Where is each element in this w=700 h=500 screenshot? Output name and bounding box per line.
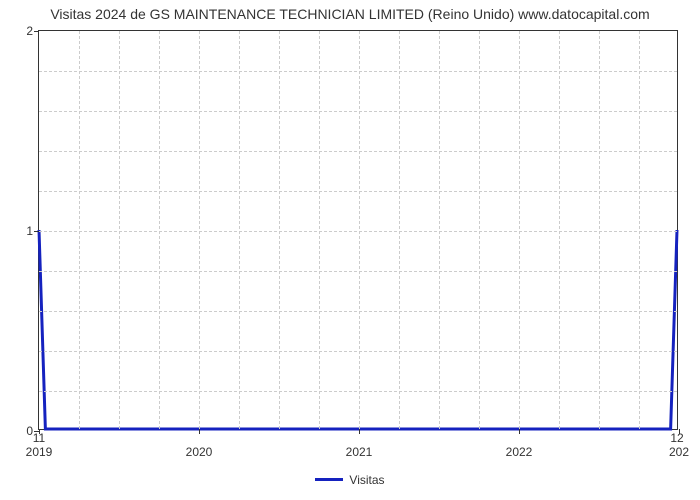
y-tick-label: 0 xyxy=(26,424,33,438)
series-line xyxy=(39,230,677,429)
v-gridline xyxy=(319,31,320,429)
x-tick-label: 2021 xyxy=(346,445,373,459)
y-tick-label: 1 xyxy=(26,224,33,238)
x-tick-mark xyxy=(39,429,40,434)
v-gridline xyxy=(359,31,360,429)
v-gridline xyxy=(479,31,480,429)
v-gridline xyxy=(279,31,280,429)
h-gridline xyxy=(39,351,677,352)
v-gridline xyxy=(239,31,240,429)
x-tick-label: 2020 xyxy=(186,445,213,459)
v-gridline xyxy=(119,31,120,429)
h-gridline xyxy=(39,151,677,152)
v-gridline xyxy=(159,31,160,429)
v-gridline xyxy=(79,31,80,429)
y-tick-mark xyxy=(34,31,39,32)
h-gridline xyxy=(39,71,677,72)
x-tick-mark xyxy=(679,429,680,434)
plot-area: 11 12 0122019202020212022202 xyxy=(38,30,678,430)
chart-container: Visitas 2024 de GS MAINTENANCE TECHNICIA… xyxy=(0,0,700,500)
x-tick-mark xyxy=(519,429,520,434)
legend: Visitas xyxy=(0,472,700,487)
h-gridline xyxy=(39,191,677,192)
legend-label: Visitas xyxy=(349,473,384,487)
x-tick-label: 2022 xyxy=(506,445,533,459)
legend-swatch xyxy=(315,478,343,481)
v-gridline xyxy=(559,31,560,429)
x-tick-label: 202 xyxy=(669,445,689,459)
y-tick-label: 2 xyxy=(26,24,33,38)
h-gridline xyxy=(39,311,677,312)
v-gridline xyxy=(599,31,600,429)
x-tick-mark xyxy=(359,429,360,434)
h-gridline xyxy=(39,111,677,112)
v-gridline xyxy=(519,31,520,429)
x-edge-label-right: 12 xyxy=(670,431,683,445)
v-gridline xyxy=(439,31,440,429)
line-layer xyxy=(39,31,677,429)
x-tick-label: 2019 xyxy=(26,445,53,459)
x-tick-mark xyxy=(199,429,200,434)
v-gridline xyxy=(639,31,640,429)
v-gridline xyxy=(399,31,400,429)
v-gridline xyxy=(199,31,200,429)
h-gridline xyxy=(39,391,677,392)
h-gridline xyxy=(39,271,677,272)
h-gridline xyxy=(39,231,677,232)
chart-title: Visitas 2024 de GS MAINTENANCE TECHNICIA… xyxy=(0,6,700,22)
